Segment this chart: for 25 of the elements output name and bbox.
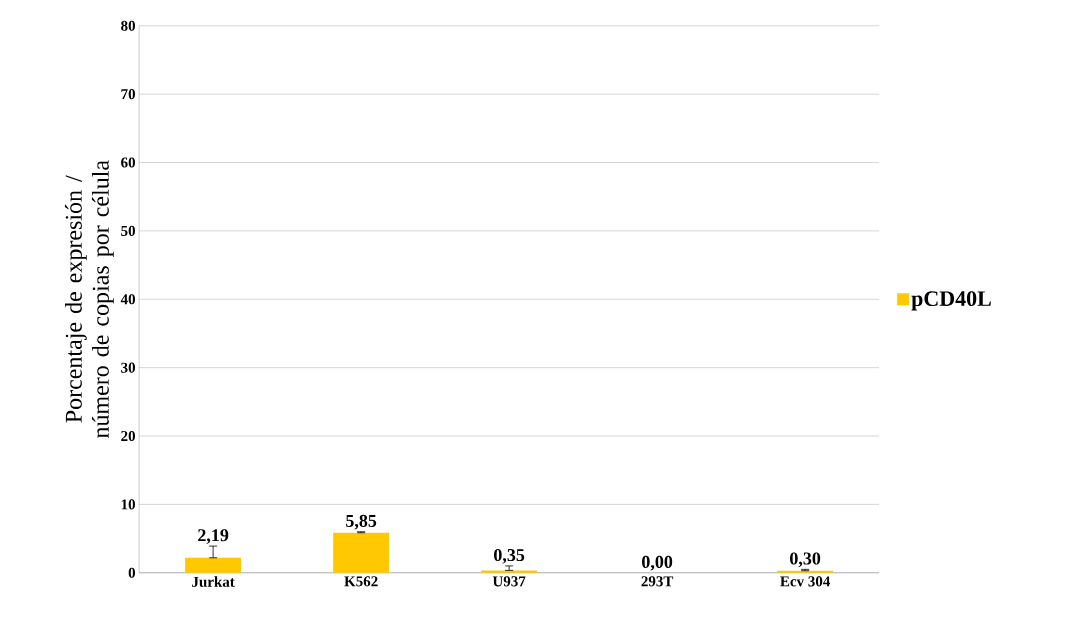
data-label: 2,19 <box>198 529 229 544</box>
x-tick-label: Jurkat <box>192 576 235 587</box>
bar <box>777 570 834 573</box>
bar <box>333 532 390 573</box>
y-tick-label: 60 <box>121 157 136 168</box>
x-tick-label: U937 <box>492 576 526 587</box>
y-tick-label: 40 <box>120 294 136 305</box>
y-tick-label: 30 <box>121 362 136 373</box>
data-label: 0,00 <box>642 555 673 571</box>
x-tick-label: 293T <box>641 576 674 587</box>
bar <box>481 570 538 573</box>
y-tick-label: 70 <box>121 89 136 100</box>
y-tick-label: 0 <box>128 567 136 578</box>
data-label: 5,85 <box>346 514 377 530</box>
y-tick-label: 10 <box>121 499 136 510</box>
y-axis-title: Porcentaje de expresión / número de copias por célula <box>64 160 114 438</box>
data-label: 0,30 <box>790 552 821 568</box>
y-tick-label: 20 <box>121 430 136 442</box>
data-label: 0,35 <box>494 548 525 564</box>
x-tick-label: K562 <box>344 576 378 587</box>
x-tick-label: Ecv 304 <box>780 576 831 587</box>
legend-label: pCD40L <box>911 291 991 311</box>
bar <box>185 557 242 573</box>
y-tick-label: 50 <box>121 225 136 236</box>
y-tick-label: 80 <box>121 20 136 31</box>
